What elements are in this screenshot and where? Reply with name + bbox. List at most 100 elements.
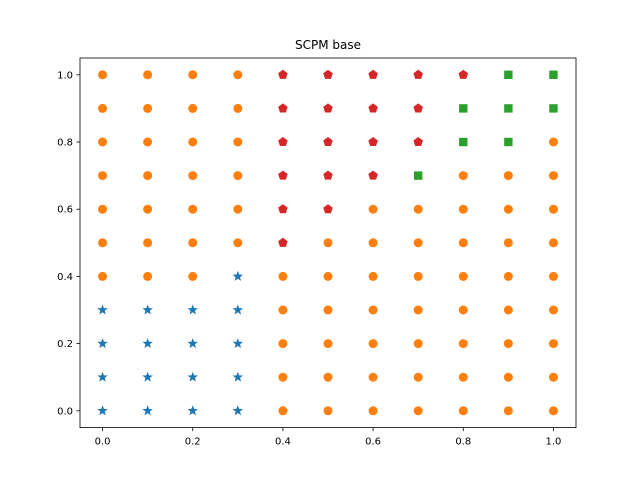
circle-point — [413, 238, 423, 248]
circle-point — [413, 406, 423, 416]
circle-point — [548, 238, 558, 248]
star-point — [232, 304, 244, 315]
circle-point — [143, 137, 153, 147]
circle-point — [143, 103, 153, 113]
circle-point — [548, 372, 558, 382]
circle-point — [233, 137, 243, 147]
circle-point — [278, 271, 288, 281]
circle-point — [323, 305, 333, 315]
circle-point — [188, 103, 198, 113]
square-point — [549, 70, 558, 79]
pentagon-point — [368, 103, 378, 113]
circle-point — [368, 339, 378, 349]
circle-point — [323, 406, 333, 416]
data-points — [97, 69, 558, 416]
circle-point — [548, 406, 558, 416]
circle-point — [188, 171, 198, 181]
star-point — [187, 405, 198, 416]
circle-point — [233, 103, 243, 113]
circle-point — [458, 204, 468, 214]
circle-point — [503, 204, 513, 214]
square-point — [413, 171, 423, 180]
x-tick-label: 0.0 — [95, 437, 111, 448]
star-point — [232, 405, 244, 416]
circle-point — [143, 204, 153, 214]
pentagon-point — [278, 103, 288, 113]
y-axis: 0.0 0.2 0.4 0.6 0.8 1.0 — [57, 70, 80, 417]
circle-point — [368, 271, 378, 281]
star-point — [97, 304, 108, 315]
circle-point — [503, 238, 513, 248]
circle-point — [98, 137, 108, 147]
circle-point — [458, 305, 468, 315]
star-point — [142, 304, 153, 315]
circle-point — [458, 271, 468, 281]
x-axis: 0.0 0.2 0.4 0.6 0.8 1.0 — [95, 427, 561, 448]
pentagon-point — [413, 69, 423, 79]
star-point — [97, 405, 108, 416]
circle-point — [233, 171, 243, 181]
circle-point — [278, 339, 288, 349]
pentagon-point — [323, 69, 333, 79]
chart-title: SCPM base — [295, 38, 361, 52]
star-point — [97, 338, 108, 349]
circle-point — [278, 305, 288, 315]
circle-point — [458, 406, 468, 416]
square-point — [504, 137, 513, 147]
circle-point — [188, 204, 198, 214]
circle-point — [548, 137, 558, 147]
circle-point — [548, 171, 558, 181]
circle-point — [143, 238, 153, 248]
circle-point — [503, 406, 513, 416]
square-point — [459, 137, 468, 147]
circle-point — [233, 70, 243, 80]
pentagon-point — [323, 137, 333, 147]
circle-point — [323, 238, 333, 248]
circle-point — [98, 204, 108, 214]
pentagon-point — [413, 137, 423, 147]
star-point — [142, 371, 153, 382]
pentagon-point — [278, 170, 288, 180]
circle-point — [368, 372, 378, 382]
circle-point — [548, 339, 558, 349]
y-tick-label: 0.8 — [57, 138, 73, 149]
circle-point — [233, 204, 243, 214]
circle-point — [413, 271, 423, 281]
circle-point — [503, 339, 513, 349]
circle-point — [98, 271, 108, 281]
circle-point — [503, 372, 513, 382]
pentagon-point — [278, 237, 288, 247]
pentagon-point — [368, 69, 378, 79]
circle-point — [98, 70, 108, 80]
pentagon-point — [278, 204, 288, 214]
circle-point — [413, 204, 423, 214]
circle-point — [323, 271, 333, 281]
circle-point — [188, 70, 198, 80]
circle-point — [278, 372, 288, 382]
y-tick-label: 0.2 — [57, 339, 73, 350]
circle-point — [368, 238, 378, 248]
circle-point — [503, 271, 513, 281]
star-point — [187, 371, 198, 382]
circle-point — [503, 171, 513, 181]
pentagon-point — [323, 204, 333, 214]
circle-point — [503, 305, 513, 315]
star-point — [142, 338, 153, 349]
circle-point — [368, 305, 378, 315]
circle-point — [413, 305, 423, 315]
pentagon-point — [368, 137, 378, 147]
x-tick-label: 0.4 — [275, 437, 291, 448]
x-tick-label: 0.8 — [455, 437, 471, 448]
circle-point — [98, 171, 108, 181]
circle-point — [143, 271, 153, 281]
pentagon-point — [368, 170, 378, 180]
square-point — [549, 104, 558, 113]
pentagon-point — [458, 69, 469, 79]
circle-point — [323, 372, 333, 382]
circle-point — [548, 204, 558, 214]
circle-point — [188, 238, 198, 248]
pentagon-point — [323, 170, 333, 180]
x-tick-label: 0.6 — [365, 437, 381, 448]
circle-point — [278, 406, 288, 416]
